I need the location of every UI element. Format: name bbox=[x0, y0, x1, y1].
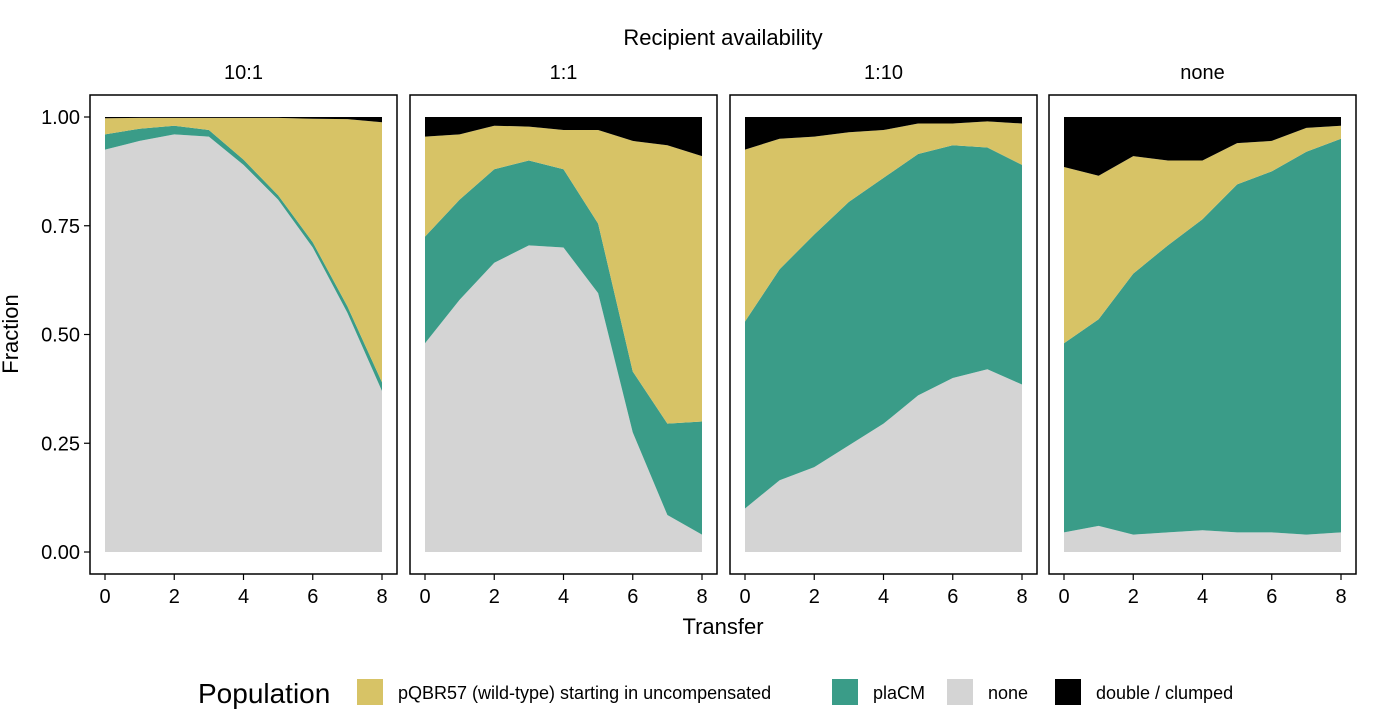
panel-2: 1:1 0 2 4 6 8 bbox=[409, 62, 718, 608]
area-double bbox=[105, 117, 382, 123]
area-wildtype bbox=[105, 117, 382, 383]
area-double bbox=[1064, 117, 1341, 176]
x-axis-title: Transfer bbox=[682, 614, 763, 639]
x-tick-label: 2 bbox=[1128, 586, 1139, 608]
x-tick-label: 0 bbox=[419, 586, 430, 608]
x-tick-label: 8 bbox=[1335, 586, 1346, 608]
legend-items: pQBR57 (wild-type) starting in uncompens… bbox=[357, 679, 1233, 705]
x-tick-label: 0 bbox=[739, 586, 750, 608]
panel-label: 1:1 bbox=[550, 62, 578, 84]
legend-swatch bbox=[357, 679, 383, 705]
area-placm bbox=[1064, 138, 1341, 535]
area-wildtype bbox=[745, 121, 1022, 322]
area-none bbox=[745, 369, 1022, 552]
legend-swatch bbox=[832, 679, 858, 705]
y-tick-label: 0.75 bbox=[41, 216, 80, 238]
x-tick-label: 6 bbox=[627, 586, 638, 608]
legend-label: double / clumped bbox=[1096, 683, 1233, 703]
legend-item-placm: plaCM bbox=[832, 679, 925, 705]
panels: 10:10 2 4 6 80.000.250.500.751.001:10 2 4 6 81:1… bbox=[41, 62, 1357, 608]
x-tick-label: 0 bbox=[1058, 586, 1069, 608]
y-tick-label: 0.50 bbox=[41, 325, 80, 347]
legend-label: pQBR57 (wild-type) starting in uncompens… bbox=[398, 683, 771, 703]
x-tick-label: 2 bbox=[169, 586, 180, 608]
super-title: Recipient availability bbox=[623, 25, 822, 50]
area-double bbox=[425, 117, 702, 157]
x-tick-label: 4 bbox=[878, 586, 889, 608]
y-tick-label: 1.00 bbox=[41, 107, 80, 129]
legend-label: none bbox=[988, 683, 1028, 703]
x-tick-label: 0 bbox=[99, 586, 110, 608]
x-tick-label: 8 bbox=[696, 586, 707, 608]
x-tick-label: 2 bbox=[489, 586, 500, 608]
panel-label: 1:10 bbox=[864, 62, 903, 84]
legend-swatch bbox=[947, 679, 973, 705]
x-tick-label: 4 bbox=[238, 586, 249, 608]
y-tick-label: 0.00 bbox=[41, 542, 80, 564]
area-none bbox=[105, 134, 382, 552]
x-tick-label: 4 bbox=[1197, 586, 1208, 608]
x-tick-label: 6 bbox=[307, 586, 318, 608]
x-tick-label: 2 bbox=[809, 586, 820, 608]
legend-label: plaCM bbox=[873, 683, 925, 703]
panel-4: none 0 2 4 6 8 bbox=[1048, 62, 1357, 608]
x-tick-label: 8 bbox=[1016, 586, 1027, 608]
area-placm bbox=[425, 160, 702, 535]
y-axis-title: Fraction bbox=[0, 294, 23, 373]
x-tick-label: 4 bbox=[558, 586, 569, 608]
legend-title: Population bbox=[198, 678, 330, 709]
x-tick-label: 6 bbox=[1266, 586, 1277, 608]
panel-label: none bbox=[1180, 62, 1225, 84]
panel-1: 10:1 0 2 4 6 8 0.00 0.25 0.50 0.75 1.00 bbox=[41, 62, 398, 608]
area-placm bbox=[745, 145, 1022, 509]
x-tick-label: 8 bbox=[376, 586, 387, 608]
y-tick-label: 0.25 bbox=[41, 433, 80, 455]
x-tick-label: 6 bbox=[947, 586, 958, 608]
area-none bbox=[425, 245, 702, 552]
legend-swatch bbox=[1055, 679, 1081, 705]
legend-item-wildtype: pQBR57 (wild-type) starting in uncompens… bbox=[357, 679, 771, 705]
area-double bbox=[745, 117, 1022, 150]
legend-item-none: none bbox=[947, 679, 1028, 705]
panel-label: 10:1 bbox=[224, 62, 263, 84]
legend: Population pQBR57 (wild-type) starting i… bbox=[198, 678, 1233, 709]
area-none bbox=[1064, 525, 1341, 552]
panel-3: 1:10 0 2 4 6 8 bbox=[729, 62, 1038, 608]
area-wildtype bbox=[1064, 125, 1341, 344]
area-wildtype bbox=[425, 125, 702, 424]
legend-item-double: double / clumped bbox=[1055, 679, 1233, 705]
